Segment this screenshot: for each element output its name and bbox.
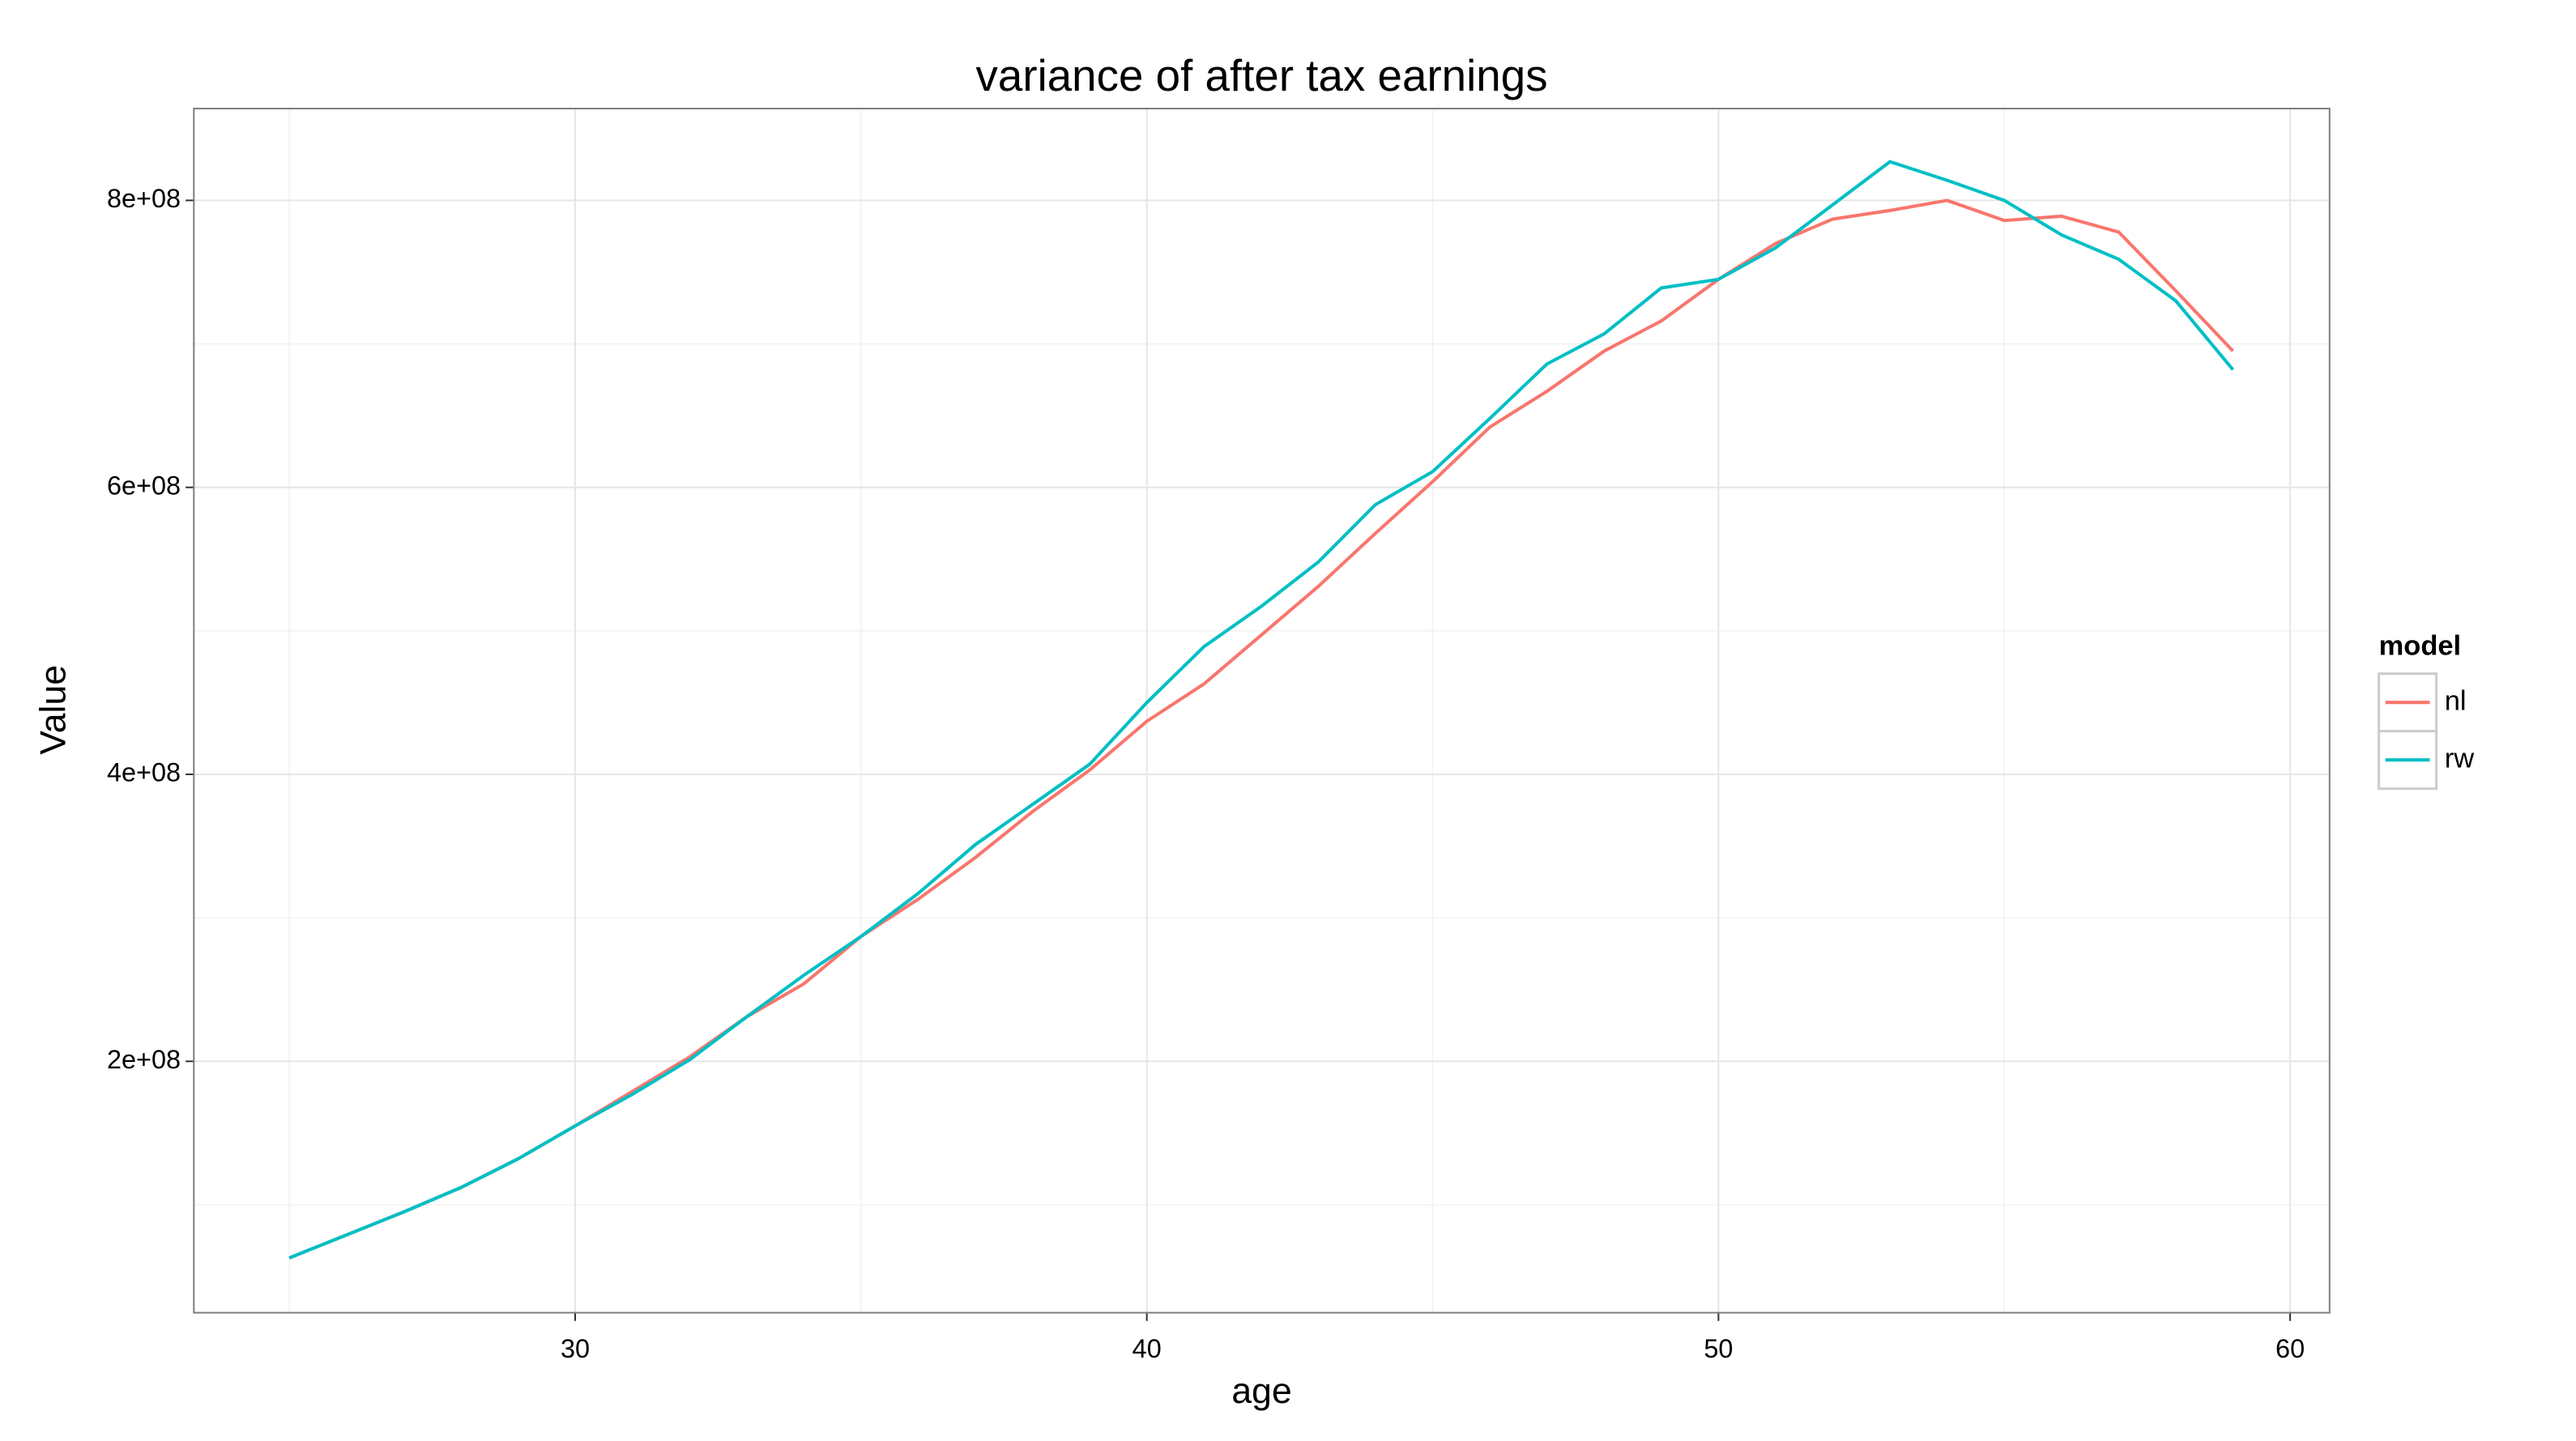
x-tick-label: 60 (2275, 1334, 2305, 1363)
chart-title: variance of after tax earnings (976, 50, 1548, 100)
x-axis-label: age (1231, 1371, 1291, 1411)
x-tick-label: 30 (561, 1334, 590, 1363)
line-series (288, 160, 2235, 1260)
y-tick-label: 6e+08 (107, 471, 181, 500)
y-tick-label: 8e+08 (107, 184, 181, 213)
line-series (288, 198, 2234, 1260)
x-tick-label: 50 (1704, 1334, 1733, 1363)
y-tick-label: 2e+08 (107, 1045, 181, 1074)
legend-title: model (2379, 630, 2462, 661)
x-tick-label: 40 (1132, 1334, 1162, 1363)
plot-border (193, 108, 2331, 1314)
y-tick-label: 4e+08 (107, 758, 181, 787)
legend-label: nl (2445, 685, 2467, 716)
y-axis-label: Value (34, 665, 74, 755)
legend-label: rw (2445, 743, 2474, 774)
